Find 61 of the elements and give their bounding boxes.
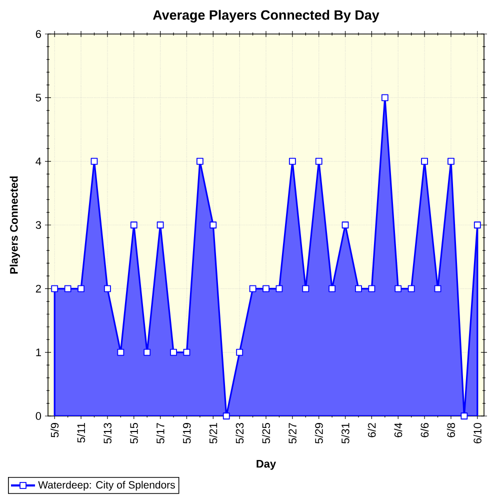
x-tick-label: 5/27 [288, 423, 296, 444]
x-tick-label: 5/15 [130, 422, 138, 444]
point [460, 412, 468, 420]
y-tick-label: 6 [36, 30, 41, 38]
point [421, 158, 428, 165]
x-tick-label: 5/23 [236, 423, 244, 444]
point [315, 158, 322, 165]
x-tick-label: 6/10 [473, 422, 482, 444]
point [276, 285, 283, 292]
x-tick-label: 6/6 [420, 423, 429, 438]
y-tick-label: 0 [36, 412, 42, 420]
point [51, 285, 58, 292]
point [236, 348, 244, 356]
point [130, 222, 138, 228]
point [170, 348, 177, 356]
point [156, 222, 164, 228]
point [196, 158, 204, 165]
chart-title: Average Players Connected By Day [152, 10, 380, 22]
point [474, 222, 481, 228]
point [144, 348, 151, 356]
point [183, 348, 190, 356]
x-tick-label: 5/13 [103, 423, 112, 444]
point [381, 94, 388, 102]
x-tick-label: 6/2 [368, 423, 376, 438]
point [64, 285, 72, 292]
x-axis-title: Day [256, 460, 276, 470]
legend-label: Waterdeep: City of Splendors [38, 480, 175, 491]
y-tick-label: 2 [36, 284, 41, 292]
point [342, 222, 349, 228]
y-tick-label: 1 [36, 348, 41, 356]
point [249, 285, 256, 292]
point [222, 412, 230, 420]
x-tick-label: 5/25 [262, 422, 270, 444]
point [210, 222, 217, 228]
point [117, 348, 124, 356]
x-tick-label: 5/29 [314, 423, 323, 444]
point [355, 285, 362, 292]
x-tick-label: 5/21 [209, 423, 218, 444]
point [262, 285, 270, 292]
x-tick-label: 6/8 [446, 423, 455, 438]
y-tick-label: 4 [36, 158, 42, 166]
x-tick-label: 6/4 [394, 422, 402, 438]
point [434, 285, 442, 292]
point [302, 285, 310, 292]
point [408, 285, 415, 292]
point [368, 285, 376, 292]
point [394, 285, 402, 292]
point [104, 285, 111, 292]
point [328, 285, 336, 292]
x-tick-label: 5/17 [156, 423, 164, 444]
y-tick-label: 5 [36, 94, 42, 102]
x-tick-label: 5/31 [341, 423, 350, 444]
y-axis-title: Players Connected [10, 176, 20, 274]
point [448, 158, 454, 165]
point [90, 158, 98, 165]
x-tick-label: 5/11 [77, 423, 86, 443]
y-tick-label: 3 [36, 221, 41, 229]
x-tick-label: 5/9 [50, 423, 59, 438]
x-tick-label: 5/19 [182, 423, 191, 444]
point [288, 158, 296, 165]
point [78, 285, 84, 292]
